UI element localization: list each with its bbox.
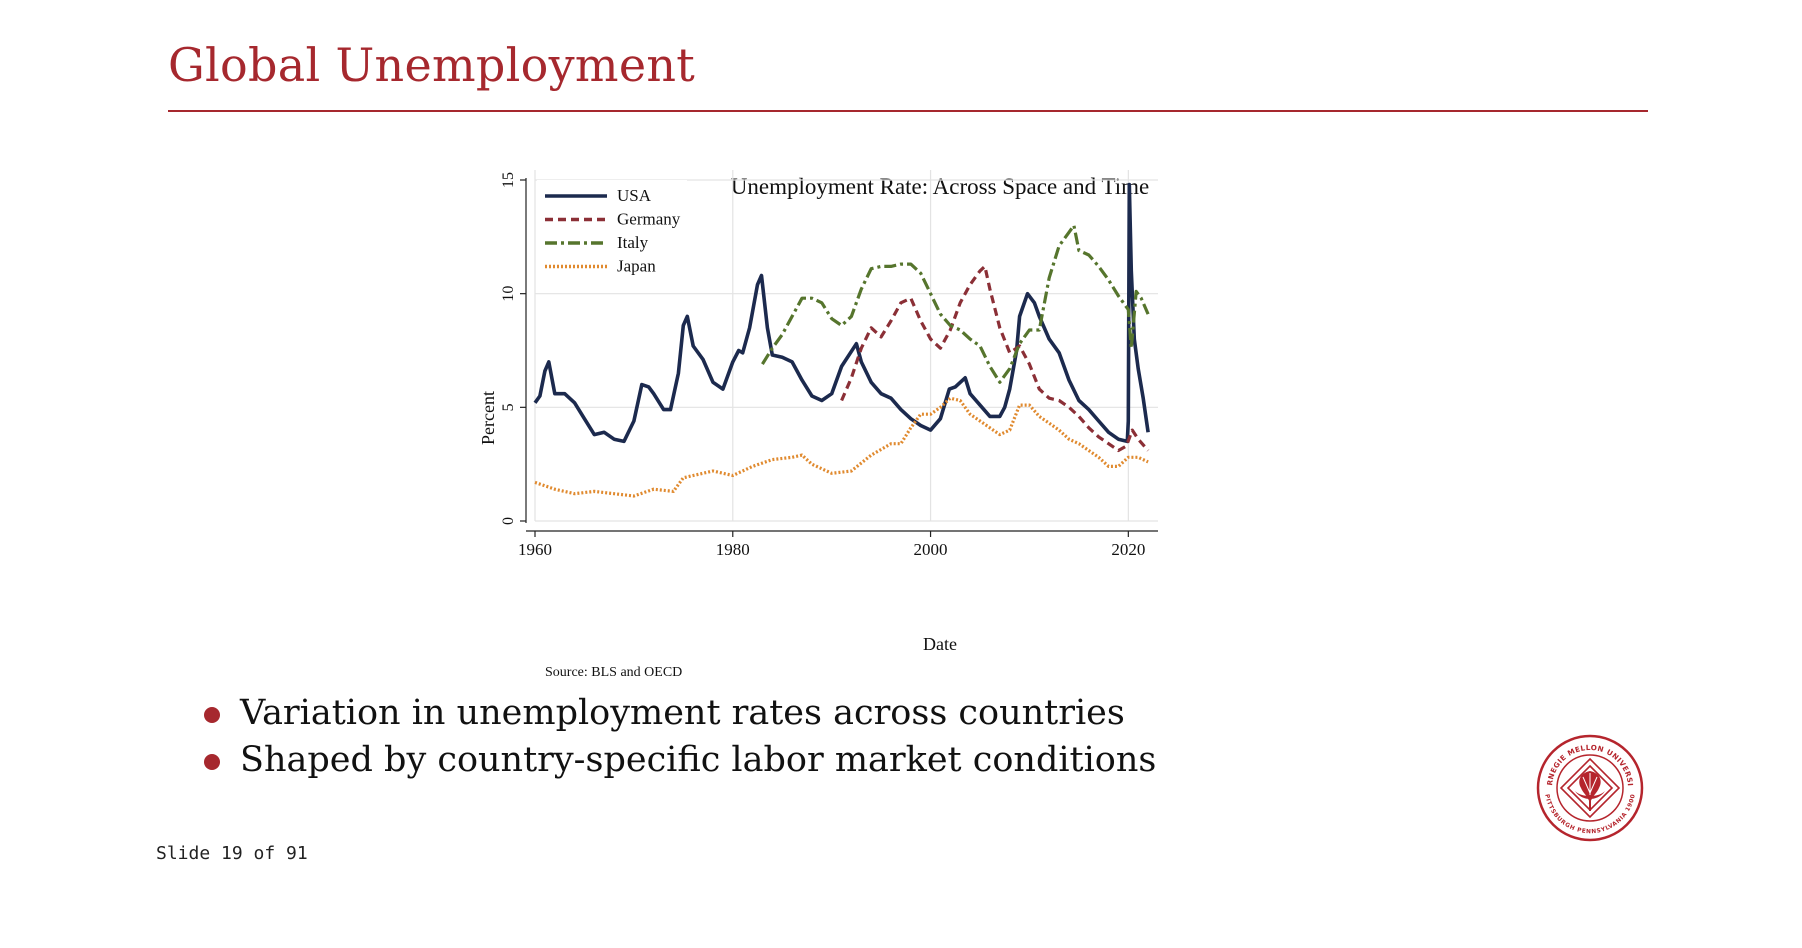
legend-label-usa: USA xyxy=(617,186,652,205)
title-divider xyxy=(168,110,1648,112)
y-axis-title: Percent xyxy=(478,391,498,445)
x-tick-label: 1980 xyxy=(716,540,750,559)
series-line-italy xyxy=(761,223,1150,384)
plot-area: 0 5 10 15 1960 1980 2000 2020 USA Germany Italy Jap… xyxy=(500,170,1158,559)
x-tick-label: 2000 xyxy=(914,540,948,559)
legend-label-japan: Japan xyxy=(617,257,656,276)
y-tick-label: 5 xyxy=(500,403,517,411)
y-tick-label: 0 xyxy=(500,517,517,525)
chart-title: Unemployment Rate: Across Space and Time xyxy=(731,174,1149,199)
source-note: Source: BLS and OECD xyxy=(545,665,682,680)
legend-label-italy: Italy xyxy=(617,233,649,252)
bullet-text: Shaped by country-specific labor market … xyxy=(240,740,1157,780)
bullet-item: Variation in unemployment rates across c… xyxy=(200,690,1156,737)
x-tick-label: 1960 xyxy=(518,540,552,559)
bullet-dot-icon xyxy=(204,707,220,723)
bullet-list: Variation in unemployment rates across c… xyxy=(200,690,1156,784)
bullet-dot-icon xyxy=(204,754,220,770)
series-line-japan xyxy=(534,396,1149,498)
y-tick-label: 10 xyxy=(500,286,517,302)
series-line-usa xyxy=(533,182,1150,444)
y-tick-label: 15 xyxy=(500,172,517,188)
bullet-item: Shaped by country-specific labor market … xyxy=(200,737,1156,784)
bullet-text: Variation in unemployment rates across c… xyxy=(240,693,1125,733)
series-line-germany xyxy=(840,264,1150,453)
x-tick-label: 2020 xyxy=(1111,540,1145,559)
unemployment-line-chart: Unemployment Rate: Across Space and Time… xyxy=(478,170,1158,680)
x-axis-title: Date xyxy=(923,634,957,654)
university-seal-icon: CARNEGIE MELLON UNIVERSITY PITTSBURGH PE… xyxy=(1535,733,1644,842)
legend-label-germany: Germany xyxy=(617,210,681,229)
slide-counter: Slide 19 of 91 xyxy=(156,843,308,864)
slide-title: Global Unemployment xyxy=(168,38,696,92)
